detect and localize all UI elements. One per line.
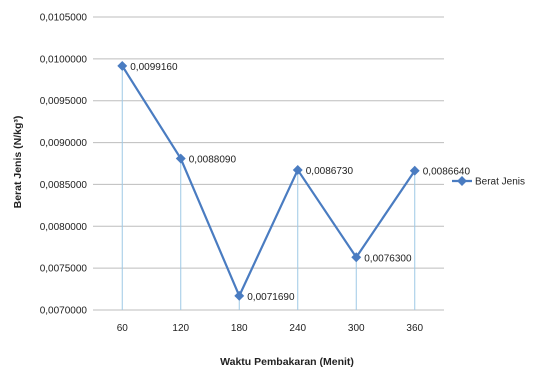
x-tick-label: 120: [172, 323, 189, 334]
data-point: [409, 165, 420, 176]
x-tick-label: 360: [406, 323, 423, 334]
x-axis-title: Waktu Pembakaran (Menit): [220, 356, 354, 368]
y-tick-label: 0,0080000: [40, 222, 88, 233]
data-label: 0,0088090: [189, 155, 237, 166]
y-tick-label: 0,0075000: [40, 264, 88, 275]
data-label: 0,0099160: [130, 62, 178, 73]
data-point: [234, 290, 245, 301]
data-point: [351, 252, 362, 263]
drop-lines: [121, 65, 416, 310]
y-axis-ticks: 0,0070000 0,0075000 0,0080000 0,0085000 0,00…: [40, 13, 88, 317]
x-axis-ticks: 60 120 180 240 300 360: [117, 323, 424, 334]
legend: Berat Jenis: [452, 176, 525, 188]
y-tick-label: 0,0105000: [40, 13, 88, 24]
data-point: [117, 60, 128, 71]
data-point: [292, 164, 303, 175]
y-tick-label: 0,0095000: [40, 96, 88, 107]
x-tick-label: 180: [231, 323, 248, 334]
data-labels: 0,0099160 0,0088090 0,0071690 0,0086730 0,00…: [130, 62, 470, 303]
legend-label: Berat Jenis: [475, 177, 525, 188]
series-markers: [117, 60, 420, 301]
data-label: 0,0071690: [247, 292, 295, 303]
data-label: 0,0086640: [423, 167, 471, 178]
x-tick-label: 240: [289, 323, 306, 334]
series-line-berat-jenis: [121, 65, 416, 297]
y-axis-title: Berat Jenis (N/kg³): [12, 116, 24, 209]
y-tick-label: 0,0090000: [40, 138, 88, 149]
y-tick-label: 0,0070000: [40, 306, 88, 317]
data-label: 0,0086730: [306, 166, 354, 177]
legend-marker: [457, 176, 467, 186]
y-tick-label: 0,0100000: [40, 54, 88, 65]
x-tick-label: 60: [117, 323, 129, 334]
data-point: [175, 153, 186, 164]
y-tick-label: 0,0085000: [40, 180, 88, 191]
gridlines: [93, 16, 444, 311]
x-tick-label: 300: [348, 323, 365, 334]
data-label: 0,0076300: [364, 253, 412, 264]
